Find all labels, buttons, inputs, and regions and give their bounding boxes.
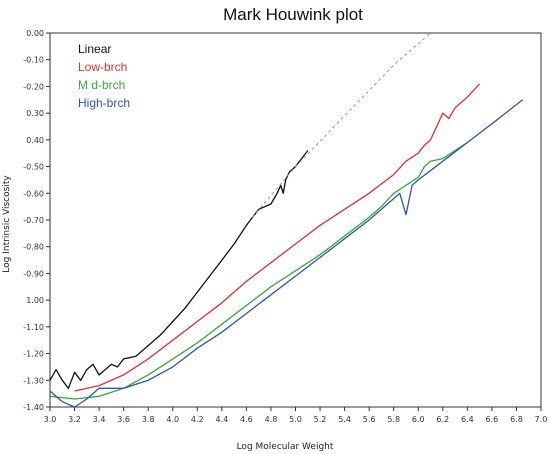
x-tick-label: 5.0	[289, 415, 302, 424]
y-tick-label: -0.60	[23, 189, 44, 198]
x-tick-label: 4.4	[215, 415, 228, 424]
legend-entry: Low-brch	[78, 60, 127, 74]
y-tick-label: -0.50	[23, 163, 44, 172]
y-tick-label: 0.30	[26, 109, 44, 118]
y-tick-label: -1.30	[23, 376, 44, 385]
legend-entry: Linear	[78, 42, 111, 56]
legend-entry: M d-brch	[78, 78, 125, 92]
x-tick-label: 5.6	[363, 415, 376, 424]
x-tick-label: 3.0	[44, 415, 57, 424]
x-tick-label: 3.8	[142, 415, 155, 424]
x-tick-label: 4.0	[166, 415, 179, 424]
series-line-low-brch	[74, 83, 481, 392]
y-axis-label: Log Intrinsic Viscosity	[2, 175, 12, 273]
x-tick-label: 4.6	[240, 415, 253, 424]
series-line-high-brch	[49, 99, 524, 408]
y-tick-label: -0.80	[23, 243, 44, 252]
series-line-linear-extrapolation	[252, 32, 431, 218]
x-tick-label: 6.2	[436, 415, 449, 424]
x-tick-label: 3.6	[117, 415, 130, 424]
x-tick-label: 6.6	[486, 415, 499, 424]
y-tick-label: -1.10	[23, 323, 44, 332]
x-tick-label: 5.8	[387, 415, 400, 424]
y-tick-label: -1.20	[23, 350, 44, 359]
y-tick-label: 0.00	[26, 29, 44, 38]
y-tick-label: -0.20	[23, 82, 44, 91]
y-tick-label: -1.40	[23, 403, 44, 412]
x-tick-label: 6.8	[510, 415, 523, 424]
series-line-m-d-brch	[49, 141, 468, 400]
legend: Linear Low-brch M d-brch High-brch	[78, 42, 130, 110]
x-tick-label: 5.4	[338, 415, 351, 424]
y-tick-label: 1.00	[26, 296, 44, 305]
x-tick-label: 7.0	[535, 415, 548, 424]
x-tick-label: 6.4	[461, 415, 474, 424]
y-tick-label: -0.10	[23, 56, 44, 65]
x-tick-label: 4.2	[191, 415, 204, 424]
x-tick-label: 4.8	[265, 415, 278, 424]
series-lines	[49, 32, 524, 408]
y-tick-label: 0.40	[26, 136, 44, 145]
x-tick-label: 3.4	[93, 415, 106, 424]
axes: 3.0 3.2 3.4 3.6 3.8 4.0 4.2 4.4 4.6 4.8 5.0 5.2 5.4 5…	[23, 29, 547, 424]
x-tick-label: 5.2	[314, 415, 327, 424]
series-line-linear	[49, 150, 309, 389]
x-tick-label: 3.2	[68, 415, 81, 424]
legend-entry: High-brch	[78, 96, 130, 110]
y-tick-label: -0.90	[23, 269, 44, 278]
x-tick-label: 6.0	[412, 415, 425, 424]
x-axis-label: Log Molecular Weight	[237, 442, 334, 452]
y-tick-label: -0.70	[23, 216, 44, 225]
chart-title: Mark Houwink plot	[223, 5, 363, 24]
